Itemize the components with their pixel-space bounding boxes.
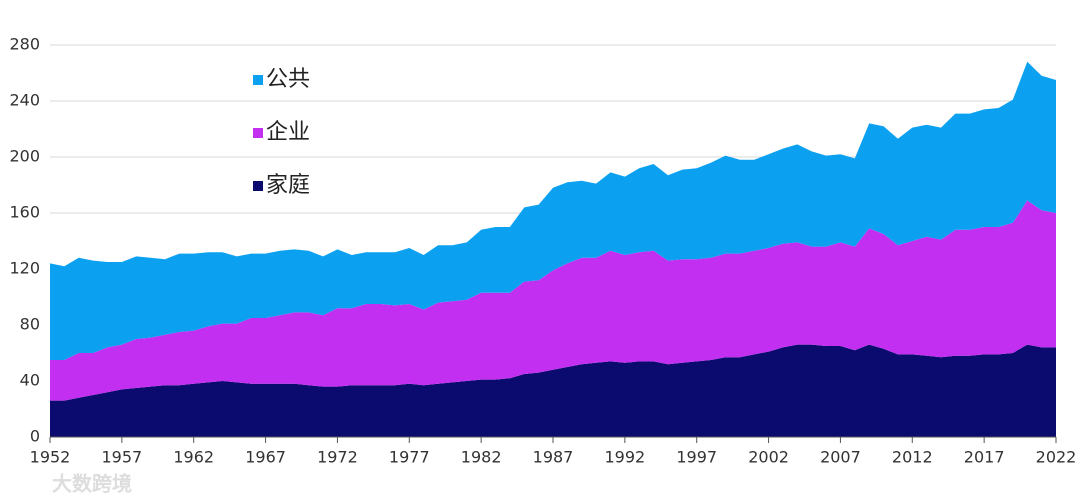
x-tick-label: 1997: [676, 448, 717, 467]
x-tick-label: 2022: [1036, 448, 1077, 467]
area: [50, 344, 1056, 437]
x-tick-label: 1992: [604, 448, 645, 467]
x-tick-label: 1982: [461, 448, 502, 467]
x-tick-label: 1972: [317, 448, 358, 467]
y-tick-label: 200: [9, 147, 40, 166]
x-tick-label: 1957: [101, 448, 142, 467]
area: [50, 200, 1056, 401]
x-tick-label: 1977: [389, 448, 430, 467]
legend-swatch: [253, 75, 263, 85]
x-tick-label: 1987: [533, 448, 574, 467]
y-tick-label: 280: [9, 35, 40, 54]
y-tick-label: 80: [20, 315, 40, 334]
x-tick-label: 2007: [820, 448, 861, 467]
x-tick-label: 2002: [748, 448, 789, 467]
y-tick-label: 240: [9, 91, 40, 110]
y-tick-label: 160: [9, 203, 40, 222]
legend-swatch: [253, 181, 263, 191]
legend-label: 企业: [266, 120, 310, 145]
y-tick-label: 40: [20, 371, 40, 390]
x-tick-label: 1967: [245, 448, 286, 467]
x-tick-label: 2017: [964, 448, 1005, 467]
y-tick-label: 0: [30, 427, 40, 446]
legend-label: 公共: [266, 67, 310, 92]
y-tick-label: 120: [9, 259, 40, 278]
legend-label: 家庭: [266, 173, 310, 198]
x-tick-label: 1962: [173, 448, 214, 467]
x-tick-label: 1952: [30, 448, 71, 467]
legend-swatch: [253, 128, 263, 138]
watermark: 大数跨境: [52, 472, 132, 496]
x-tick-label: 2012: [892, 448, 933, 467]
area: [50, 61, 1056, 361]
